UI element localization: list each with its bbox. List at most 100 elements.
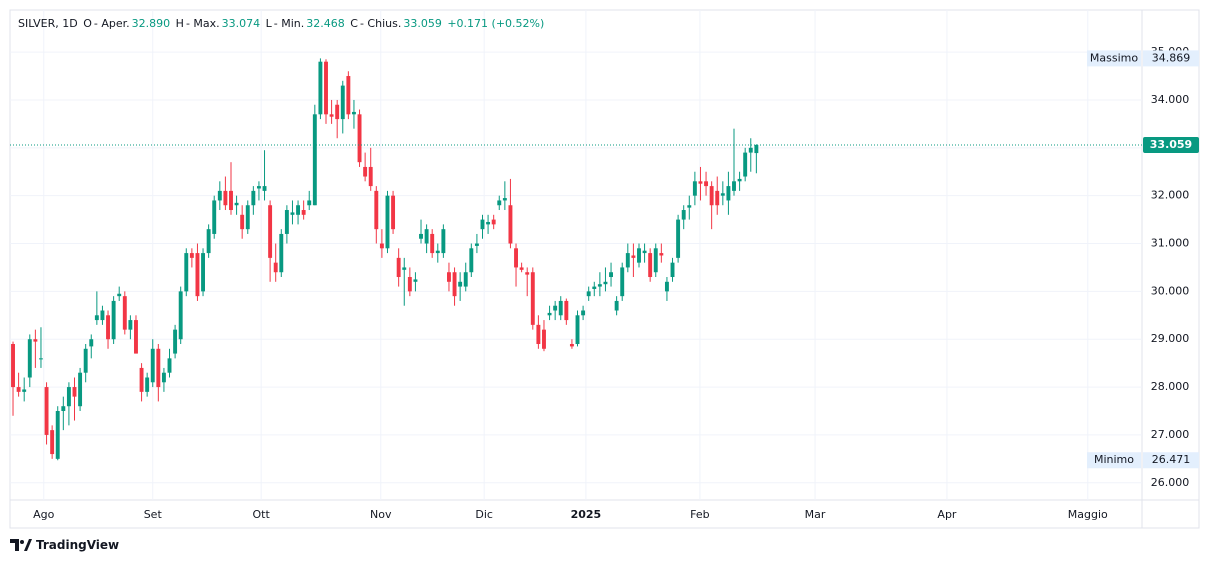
candle-body xyxy=(508,205,513,244)
candle-body xyxy=(614,300,619,311)
candle-body xyxy=(743,152,748,177)
candle-body xyxy=(16,387,21,392)
legend-header: SILVER, 1D O- Aper. 32.890 H- Max. 33.074 … xyxy=(18,17,546,30)
candle-body xyxy=(167,358,172,373)
candle-body xyxy=(502,198,507,201)
candle-body xyxy=(161,372,166,383)
candle-body xyxy=(223,190,228,206)
candle-body xyxy=(83,348,88,373)
candle-body xyxy=(217,190,222,201)
candle-body xyxy=(128,320,133,330)
x-tick-label: Maggio xyxy=(1068,508,1108,521)
candle-body xyxy=(61,406,66,411)
candle-body xyxy=(642,250,647,254)
candle-body xyxy=(329,114,334,117)
candle-body xyxy=(670,262,675,278)
candle-body xyxy=(150,348,155,383)
candle-body xyxy=(111,300,116,340)
candle-body xyxy=(189,253,194,258)
candle-body xyxy=(530,272,535,325)
candle-body xyxy=(240,214,245,230)
candle-body xyxy=(39,358,43,360)
candle-body xyxy=(609,272,613,278)
y-tick-label: 27.000 xyxy=(1151,428,1190,441)
candle-body xyxy=(564,300,569,321)
candle-body xyxy=(424,229,429,244)
candle-body xyxy=(273,262,278,273)
candle-body xyxy=(664,281,669,292)
high-label: - Max. xyxy=(185,17,220,30)
candle-body xyxy=(447,272,451,282)
candle-body xyxy=(737,178,742,182)
candle-body xyxy=(368,166,373,187)
candle-body xyxy=(597,284,602,287)
y-tick-label: 29.000 xyxy=(1151,332,1190,345)
candle-body xyxy=(385,195,390,249)
price-label-value: 26.471 xyxy=(1152,453,1191,466)
candle-body xyxy=(50,430,55,455)
c: C xyxy=(350,17,358,30)
change: +0.171 (+0.52%) xyxy=(447,17,545,30)
candle-body xyxy=(486,221,491,225)
candle-body xyxy=(458,281,463,287)
candle-body xyxy=(351,111,356,115)
x-tick-label: Ago xyxy=(33,508,55,521)
frame xyxy=(9,9,1200,529)
candle-body xyxy=(637,248,641,263)
high: 33.074 xyxy=(221,17,261,30)
candle-body xyxy=(681,210,686,220)
candle-body xyxy=(603,281,608,285)
y-tick-label: 26.000 xyxy=(1151,476,1190,489)
candle-body xyxy=(653,248,658,273)
o: O xyxy=(83,17,92,30)
candle-body xyxy=(27,339,32,378)
candle-body xyxy=(491,219,496,225)
open: 32.890 xyxy=(131,17,171,30)
price-label-name: Minimo xyxy=(1094,453,1134,466)
candle-body xyxy=(55,410,60,459)
x-tick-label: Nov xyxy=(370,508,392,521)
price-label-badge xyxy=(1087,452,1141,469)
candle-body xyxy=(709,186,714,206)
candle-body xyxy=(122,296,127,330)
candle-body xyxy=(469,248,474,273)
candle-body xyxy=(195,253,200,297)
candle-body xyxy=(363,166,368,177)
candle-body xyxy=(687,205,692,208)
close: 33.059 xyxy=(403,17,442,30)
candle-body xyxy=(474,243,479,246)
candle-body xyxy=(212,200,217,234)
candle-body xyxy=(659,253,664,256)
candle-body xyxy=(402,267,407,270)
x-tick-label: Feb xyxy=(690,508,709,521)
candle-body xyxy=(245,205,250,230)
brand[interactable]: TradingView xyxy=(10,538,119,552)
y-tick-label: 28.000 xyxy=(1151,380,1190,393)
candle-body xyxy=(715,190,720,206)
candle-body xyxy=(536,324,541,345)
candle-body xyxy=(480,219,485,230)
candle-body xyxy=(441,229,446,254)
candle-body xyxy=(497,200,502,206)
candle-body xyxy=(78,372,83,407)
open-label: - Aper. xyxy=(93,17,130,30)
candle-body xyxy=(301,210,306,215)
candle-body xyxy=(156,348,161,388)
candle-body xyxy=(413,279,418,282)
candle-body xyxy=(452,272,457,297)
candle-body xyxy=(625,253,630,268)
candle-body xyxy=(430,233,435,254)
candle-body xyxy=(279,233,284,273)
grid xyxy=(10,10,1142,500)
price-label-badge xyxy=(1087,50,1141,67)
candle-body xyxy=(340,85,345,120)
low-label: - Min. xyxy=(273,17,305,30)
candle-body xyxy=(72,387,77,397)
candle-body xyxy=(620,267,625,297)
candle-body xyxy=(134,320,138,354)
candle-body xyxy=(262,186,267,191)
price-label-value: 34.869 xyxy=(1152,51,1191,64)
candle-body xyxy=(676,219,681,258)
candle-body xyxy=(284,210,289,234)
x-tick-label: 2025 xyxy=(571,508,602,521)
